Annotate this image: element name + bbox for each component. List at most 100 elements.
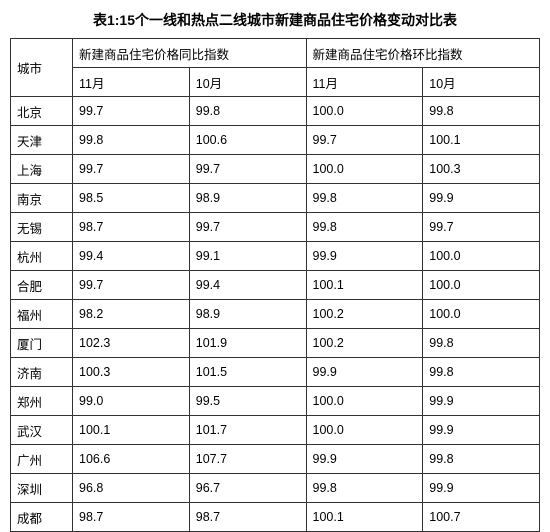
- cell-city: 福州: [11, 300, 73, 329]
- cell-value: 100.0: [423, 300, 540, 329]
- cell-value: 100.0: [306, 97, 423, 126]
- cell-value: 100.1: [306, 503, 423, 532]
- cell-value: 99.7: [73, 155, 190, 184]
- table-row: 合肥99.799.4100.1100.0: [11, 271, 540, 300]
- cell-value: 100.0: [423, 271, 540, 300]
- cell-value: 99.5: [189, 387, 306, 416]
- table-row: 成都98.798.7100.1100.7: [11, 503, 540, 532]
- cell-value: 100.2: [306, 300, 423, 329]
- cell-city: 厦门: [11, 329, 73, 358]
- cell-value: 106.6: [73, 445, 190, 474]
- table-row: 郑州99.099.5100.099.9: [11, 387, 540, 416]
- table-row: 天津99.8100.699.7100.1: [11, 126, 540, 155]
- header-row-2: 11月 10月 11月 10月: [11, 68, 540, 97]
- cell-value: 99.9: [306, 242, 423, 271]
- cell-value: 100.0: [306, 155, 423, 184]
- cell-value: 98.7: [189, 503, 306, 532]
- price-index-table: 城市 新建商品住宅价格同比指数 新建商品住宅价格环比指数 11月 10月 11月…: [10, 38, 540, 532]
- cell-value: 102.3: [73, 329, 190, 358]
- cell-city: 广州: [11, 445, 73, 474]
- col-header-group-mom: 新建商品住宅价格环比指数: [306, 39, 540, 68]
- cell-city: 无锡: [11, 213, 73, 242]
- cell-value: 100.6: [189, 126, 306, 155]
- cell-value: 100.3: [73, 358, 190, 387]
- cell-value: 98.2: [73, 300, 190, 329]
- cell-value: 99.1: [189, 242, 306, 271]
- table-row: 福州98.298.9100.2100.0: [11, 300, 540, 329]
- cell-city: 天津: [11, 126, 73, 155]
- cell-city: 南京: [11, 184, 73, 213]
- table-body: 北京99.799.8100.099.8天津99.8100.699.7100.1上…: [11, 97, 540, 532]
- cell-value: 99.9: [423, 184, 540, 213]
- col-header-oct-1: 10月: [189, 68, 306, 97]
- cell-city: 武汉: [11, 416, 73, 445]
- cell-value: 98.7: [73, 503, 190, 532]
- cell-value: 96.8: [73, 474, 190, 503]
- table-row: 济南100.3101.599.999.8: [11, 358, 540, 387]
- cell-value: 99.8: [306, 474, 423, 503]
- table-title: 表1:15个一线和热点二线城市新建商品住宅价格变动对比表: [10, 10, 540, 30]
- cell-value: 99.8: [73, 126, 190, 155]
- cell-value: 96.7: [189, 474, 306, 503]
- table-row: 广州106.6107.799.999.8: [11, 445, 540, 474]
- col-header-group-yoy: 新建商品住宅价格同比指数: [73, 39, 307, 68]
- table-row: 深圳96.896.799.899.9: [11, 474, 540, 503]
- cell-value: 99.8: [423, 329, 540, 358]
- cell-value: 100.0: [306, 387, 423, 416]
- cell-value: 99.7: [73, 271, 190, 300]
- table-row: 北京99.799.8100.099.8: [11, 97, 540, 126]
- table-row: 武汉100.1101.7100.099.9: [11, 416, 540, 445]
- cell-city: 合肥: [11, 271, 73, 300]
- cell-value: 99.8: [306, 184, 423, 213]
- cell-value: 99.9: [423, 474, 540, 503]
- cell-value: 100.3: [423, 155, 540, 184]
- cell-value: 100.0: [306, 416, 423, 445]
- cell-value: 99.9: [306, 358, 423, 387]
- cell-value: 101.7: [189, 416, 306, 445]
- cell-value: 99.8: [423, 97, 540, 126]
- cell-value: 107.7: [189, 445, 306, 474]
- cell-value: 99.7: [423, 213, 540, 242]
- cell-value: 99.8: [423, 358, 540, 387]
- cell-value: 98.9: [189, 184, 306, 213]
- cell-value: 99.7: [306, 126, 423, 155]
- cell-value: 98.9: [189, 300, 306, 329]
- cell-value: 101.9: [189, 329, 306, 358]
- cell-city: 上海: [11, 155, 73, 184]
- cell-city: 北京: [11, 97, 73, 126]
- cell-value: 99.4: [189, 271, 306, 300]
- cell-city: 成都: [11, 503, 73, 532]
- cell-city: 深圳: [11, 474, 73, 503]
- cell-value: 99.9: [423, 387, 540, 416]
- cell-value: 99.9: [423, 416, 540, 445]
- table-row: 厦门102.3101.9100.299.8: [11, 329, 540, 358]
- cell-value: 99.0: [73, 387, 190, 416]
- cell-value: 99.8: [189, 97, 306, 126]
- cell-value: 100.1: [73, 416, 190, 445]
- table-row: 南京98.598.999.899.9: [11, 184, 540, 213]
- table-row: 无锡98.799.799.899.7: [11, 213, 540, 242]
- cell-value: 100.0: [423, 242, 540, 271]
- header-row-1: 城市 新建商品住宅价格同比指数 新建商品住宅价格环比指数: [11, 39, 540, 68]
- cell-city: 郑州: [11, 387, 73, 416]
- cell-value: 99.7: [189, 213, 306, 242]
- cell-value: 100.1: [423, 126, 540, 155]
- table-row: 杭州99.499.199.9100.0: [11, 242, 540, 271]
- cell-value: 98.7: [73, 213, 190, 242]
- cell-value: 99.7: [73, 97, 190, 126]
- cell-value: 101.5: [189, 358, 306, 387]
- cell-value: 99.9: [306, 445, 423, 474]
- cell-value: 100.7: [423, 503, 540, 532]
- cell-value: 98.5: [73, 184, 190, 213]
- col-header-nov-1: 11月: [73, 68, 190, 97]
- col-header-oct-2: 10月: [423, 68, 540, 97]
- cell-value: 99.8: [306, 213, 423, 242]
- cell-city: 济南: [11, 358, 73, 387]
- cell-city: 杭州: [11, 242, 73, 271]
- col-header-nov-2: 11月: [306, 68, 423, 97]
- cell-value: 100.1: [306, 271, 423, 300]
- cell-value: 99.8: [423, 445, 540, 474]
- cell-value: 99.7: [189, 155, 306, 184]
- col-header-city: 城市: [11, 39, 73, 97]
- cell-value: 100.2: [306, 329, 423, 358]
